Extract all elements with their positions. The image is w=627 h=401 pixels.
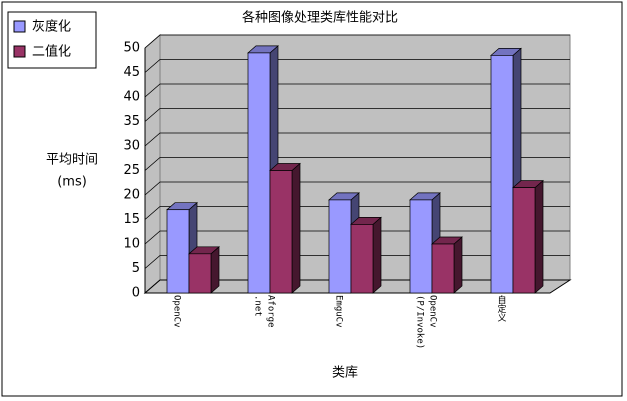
x-tick-label: EmguCv [333,295,344,328]
bar [188,246,220,294]
y-axis-label: 平均时间 [46,153,98,168]
legend-label: 灰度化 [32,19,71,35]
bar [350,216,382,294]
x-tick-label: OpenCv [171,295,182,328]
bar-side [291,162,301,294]
bar-side [372,216,382,294]
x-tick-label: OpenCv (P/Invoke) [414,295,438,350]
grid-line [144,59,570,73]
bar [512,179,544,294]
y-tick-label: 20 [123,188,140,203]
y-tick-label: 45 [123,65,140,80]
legend-label: 二值化 [32,44,71,60]
bar-front [247,52,271,294]
bar-front [269,170,293,294]
bar-front [512,187,536,294]
y-tick-label: 35 [123,114,140,129]
y-tick-label: 25 [123,163,140,178]
x-tick-label: 自定义 [495,295,506,322]
grid-line [144,34,570,49]
legend-swatch [13,20,26,33]
bar-front [188,253,212,294]
x-tick-label: Aforge .net [252,295,276,328]
grid-line [144,132,570,147]
y-axis-label: (ms) [57,175,87,190]
bar [269,162,301,294]
bar-front [166,209,190,294]
chart-title: 各种图像处理类库性能对比 [242,10,398,26]
y-tick-label: 30 [123,139,140,154]
bar-side [534,179,544,294]
bar-side [453,236,463,294]
bar-front [328,199,352,294]
grid-line [144,83,570,98]
y-tick-label: 10 [123,237,140,252]
legend-swatch [13,45,26,58]
y-tick-label: 0 [132,286,140,301]
grid-line [144,181,570,196]
bar [431,236,463,294]
grid-line [144,157,570,171]
bar-front [490,54,514,294]
y-tick-label: 15 [123,212,140,227]
bar-front [409,199,433,294]
x-axis-label: 类库 [332,365,358,381]
y-tick-label: 50 [123,41,140,56]
y-tick-label: 5 [132,261,140,276]
grid-line [144,108,570,122]
bar-front [431,243,455,294]
bar-front [350,224,374,294]
bar-side [210,246,220,294]
y-tick-label: 40 [123,90,140,105]
